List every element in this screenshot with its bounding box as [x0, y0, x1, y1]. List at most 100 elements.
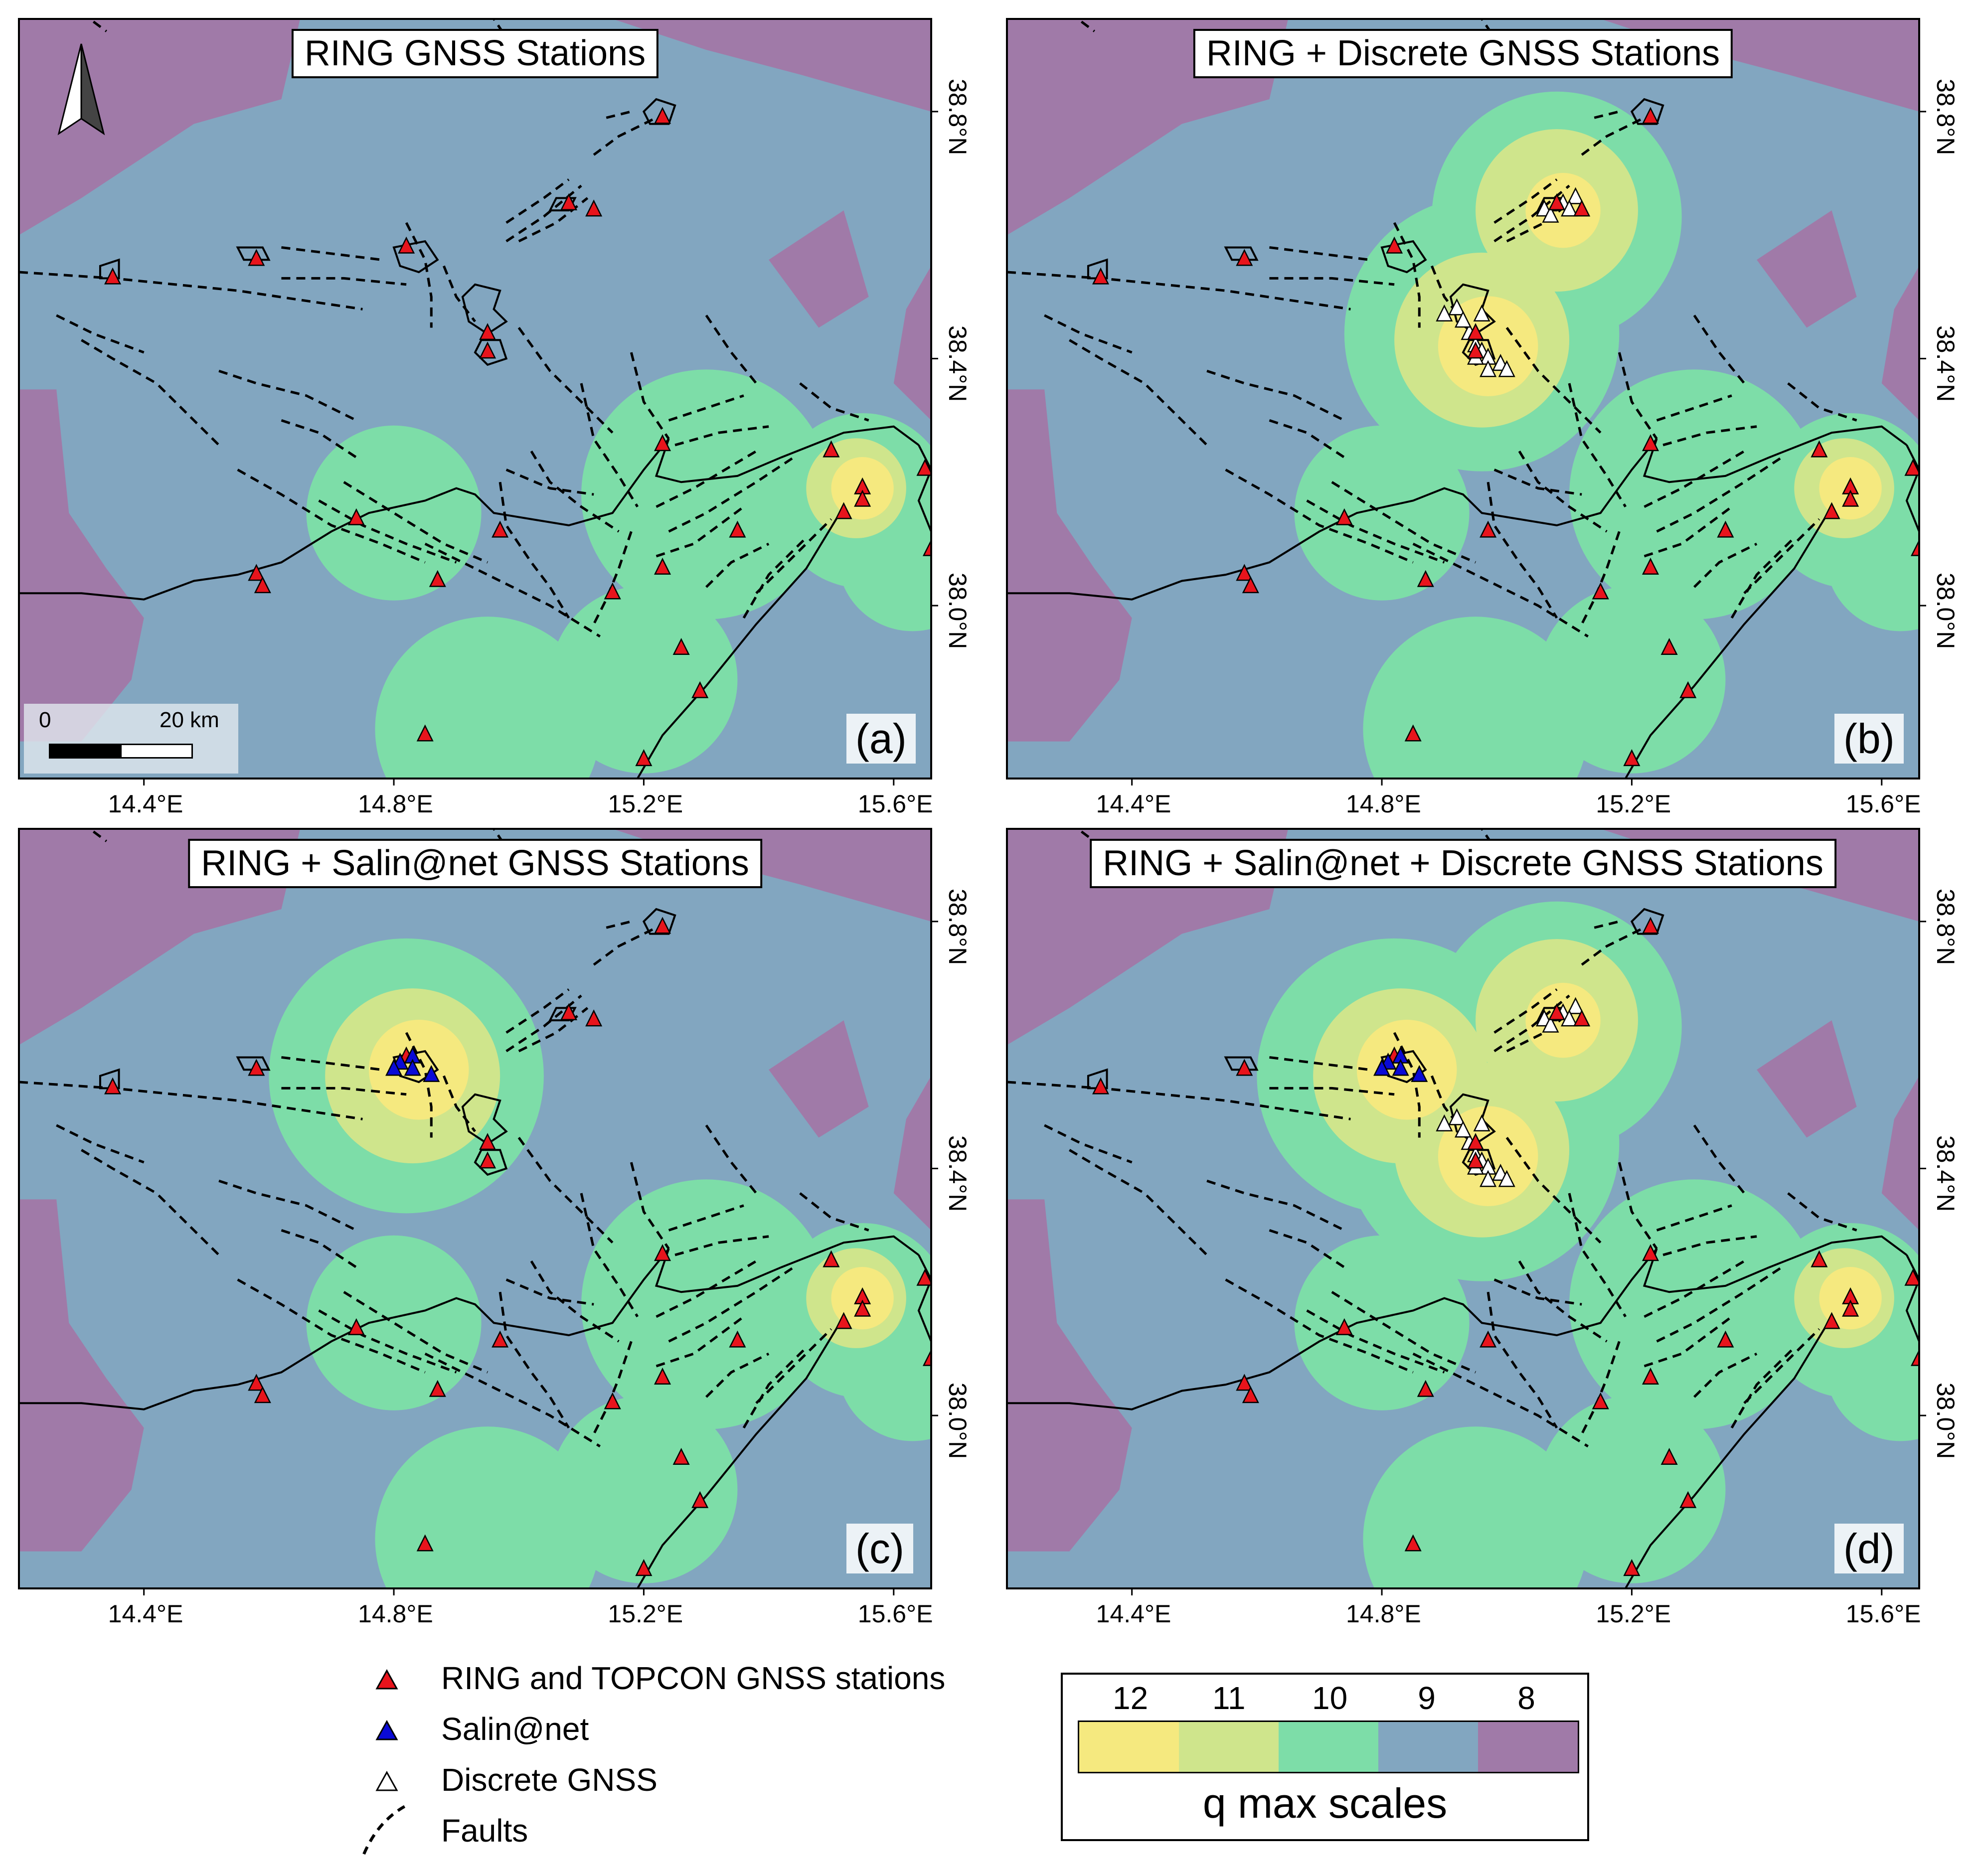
fault-line — [1693, 542, 1758, 588]
panel-label: (c) — [846, 1524, 913, 1574]
ring-gnss-station — [1811, 440, 1828, 458]
discrete-gnss-station — [1473, 304, 1490, 321]
lon-tick-label: 15.2°E — [1596, 1600, 1671, 1628]
coastline — [1007, 425, 1908, 601]
fault-line — [668, 1204, 744, 1232]
fault-line — [1618, 1162, 1658, 1250]
discrete-gnss-station — [1454, 1120, 1472, 1138]
fault-line — [81, 1149, 220, 1256]
fault-line — [1412, 1352, 1589, 1448]
fault-line — [705, 1352, 770, 1398]
ring-gnss-station — [691, 681, 709, 698]
legend-label-ring: RING and TOPCON GNSS stations — [441, 1660, 946, 1696]
fault-line — [1662, 1235, 1757, 1256]
q10-zone — [581, 369, 831, 620]
q8-zone — [1757, 210, 1857, 328]
ring-gnss-station — [248, 1374, 265, 1391]
fault-line — [1581, 927, 1645, 966]
colorbar-swatch — [1179, 1722, 1279, 1772]
ring-gnss-station — [1548, 193, 1566, 210]
ring-gnss-station — [854, 1299, 871, 1317]
ring-gnss-station — [1811, 1250, 1828, 1267]
discrete-gnss-station — [1473, 1114, 1490, 1131]
ring-gnss-station — [104, 267, 122, 285]
discrete-gnss-station — [1567, 997, 1584, 1014]
lat-tick-label: 38.8°N — [1932, 888, 1960, 965]
coastline — [19, 1235, 920, 1410]
fault-line — [1505, 327, 1602, 434]
panel-frame — [18, 18, 932, 780]
fault-line — [1662, 425, 1757, 447]
ring-gnss-station — [691, 1491, 709, 1508]
fault-line — [87, 829, 107, 842]
lon-tick-label: 14.8°E — [358, 790, 433, 818]
ring-gnss-station — [635, 749, 653, 767]
panel-title: RING GNSS Stations — [291, 29, 659, 78]
fault-line — [517, 327, 614, 434]
colorbar-swatch — [1279, 1722, 1378, 1772]
scale-bar-end-label: 20 km — [160, 708, 219, 732]
discrete-gnss-station — [1498, 1170, 1515, 1187]
fault-line — [674, 425, 769, 447]
ring-gnss-station — [1092, 1077, 1110, 1094]
fault-line — [705, 542, 770, 588]
coastline — [1625, 506, 1833, 779]
fault-line — [530, 1260, 620, 1343]
fault-line — [218, 1179, 357, 1232]
fault-line — [343, 481, 489, 564]
fault-line — [518, 197, 589, 243]
fault-line — [1431, 265, 1464, 322]
fault-line — [1269, 246, 1370, 261]
fault-line — [443, 265, 476, 322]
coastline — [19, 425, 920, 601]
q8-zone — [1881, 1076, 1919, 1231]
fault-line — [1044, 314, 1133, 354]
q8-zone — [769, 210, 869, 328]
salinet-station — [1392, 1059, 1409, 1076]
fault-line — [1594, 110, 1620, 119]
ring-gnss-station — [1910, 539, 1919, 556]
lon-tick-label: 15.6°E — [1845, 790, 1921, 818]
ring-gnss-station — [429, 570, 446, 587]
legend-label-salinet: Salin@net — [441, 1711, 589, 1747]
ring-gnss-station — [1386, 236, 1403, 254]
ring-gnss-station — [1467, 323, 1484, 340]
ring-gnss-station — [1573, 1009, 1591, 1027]
lon-tick-label: 14.4°E — [1096, 790, 1171, 818]
q10-zone — [1569, 369, 1819, 620]
fault-line — [1069, 1149, 1208, 1256]
ring-gnss-station — [479, 1133, 496, 1150]
ring-gnss-station — [1717, 1330, 1734, 1348]
panel-label: (d) — [1834, 1524, 1904, 1574]
island-outline — [236, 1056, 271, 1071]
salinet-station — [1373, 1059, 1391, 1076]
discrete-gnss-station — [1436, 1114, 1453, 1131]
fault-line — [1693, 1352, 1758, 1398]
lon-tick-label: 15.2°E — [608, 790, 683, 818]
q8-zone — [19, 389, 144, 742]
q12-zone — [1525, 982, 1601, 1058]
fault-line — [1412, 542, 1589, 638]
fault-line — [56, 314, 145, 354]
coastline — [1007, 1235, 1908, 1410]
ring-gnss-station — [916, 1268, 931, 1286]
discrete-gnss-station — [1480, 1170, 1497, 1187]
fault-line — [281, 277, 407, 286]
fault-line — [1568, 383, 1627, 508]
fault-line — [1644, 505, 1733, 558]
discrete-gnss-station — [1542, 205, 1559, 223]
island-outline — [461, 1093, 508, 1145]
fault-line — [424, 1352, 601, 1448]
salinet-station — [1411, 1065, 1428, 1082]
q8-zone — [1881, 266, 1919, 421]
lon-tick-label: 14.8°E — [1346, 1600, 1421, 1628]
island-outline — [1087, 258, 1108, 280]
ring-gnss-station — [1467, 341, 1484, 359]
ring-gnss-station — [254, 1386, 271, 1404]
panel-frame — [1006, 828, 1920, 1589]
ring-gnss-station — [1842, 1299, 1859, 1317]
lon-tick-label: 14.8°E — [358, 1600, 433, 1628]
fault-line — [1581, 117, 1645, 156]
q8-zone — [1007, 389, 1132, 742]
